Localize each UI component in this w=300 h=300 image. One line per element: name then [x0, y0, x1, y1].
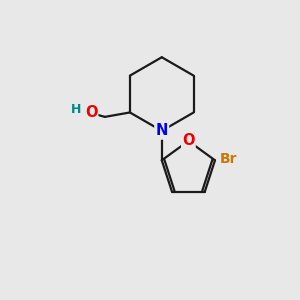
Text: O: O — [182, 134, 195, 148]
Text: N: N — [156, 123, 168, 138]
Text: Br: Br — [220, 152, 237, 166]
Text: N: N — [156, 123, 168, 138]
Text: O: O — [85, 105, 97, 120]
Text: H: H — [71, 103, 82, 116]
